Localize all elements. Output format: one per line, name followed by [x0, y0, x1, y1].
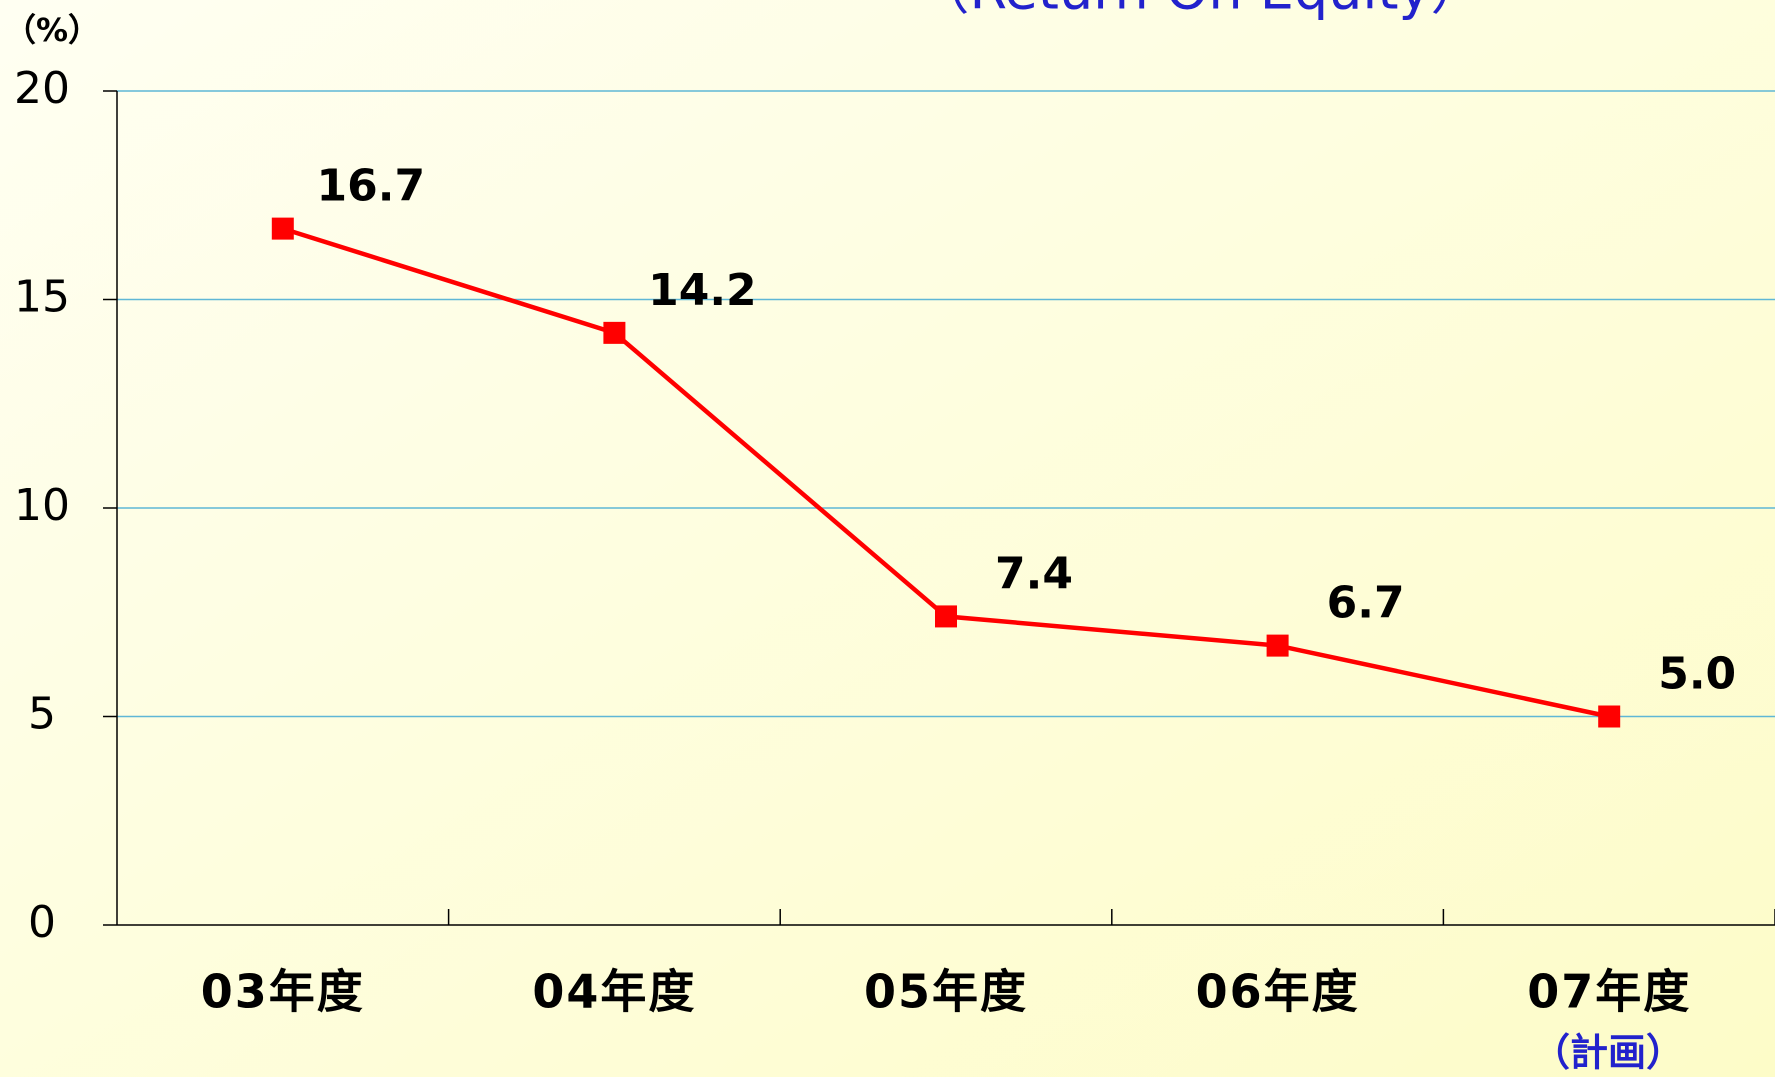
data-label: 5.0 [1658, 649, 1736, 700]
data-label: 7.4 [995, 548, 1073, 599]
data-label: 14.2 [648, 265, 757, 316]
y-tick-label: 20 [14, 63, 70, 114]
x-tick-label: 04年度 [532, 965, 696, 1019]
y-unit: （%） [4, 11, 100, 49]
x-tick-label: 03年度 [201, 965, 365, 1019]
chart-title: （Return On Equity） [915, 0, 1484, 22]
y-tick-label: 5 [28, 689, 56, 740]
y-tick-label: 10 [14, 480, 70, 531]
marker [603, 321, 626, 344]
x-tick-label: 05年度 [864, 965, 1028, 1019]
marker [1598, 705, 1621, 728]
x-tick-label: 06年度 [1196, 965, 1360, 1019]
marker [271, 217, 294, 240]
marker [1266, 634, 1289, 657]
x-tick-label: 07年度 [1527, 965, 1691, 1019]
y-tick-label: 15 [14, 272, 70, 323]
marker [935, 605, 957, 628]
y-tick-label: 0 [28, 897, 56, 948]
annotation: （計画） [1532, 1031, 1684, 1075]
data-label: 16.7 [317, 161, 426, 212]
data-label: 6.7 [1327, 578, 1405, 629]
